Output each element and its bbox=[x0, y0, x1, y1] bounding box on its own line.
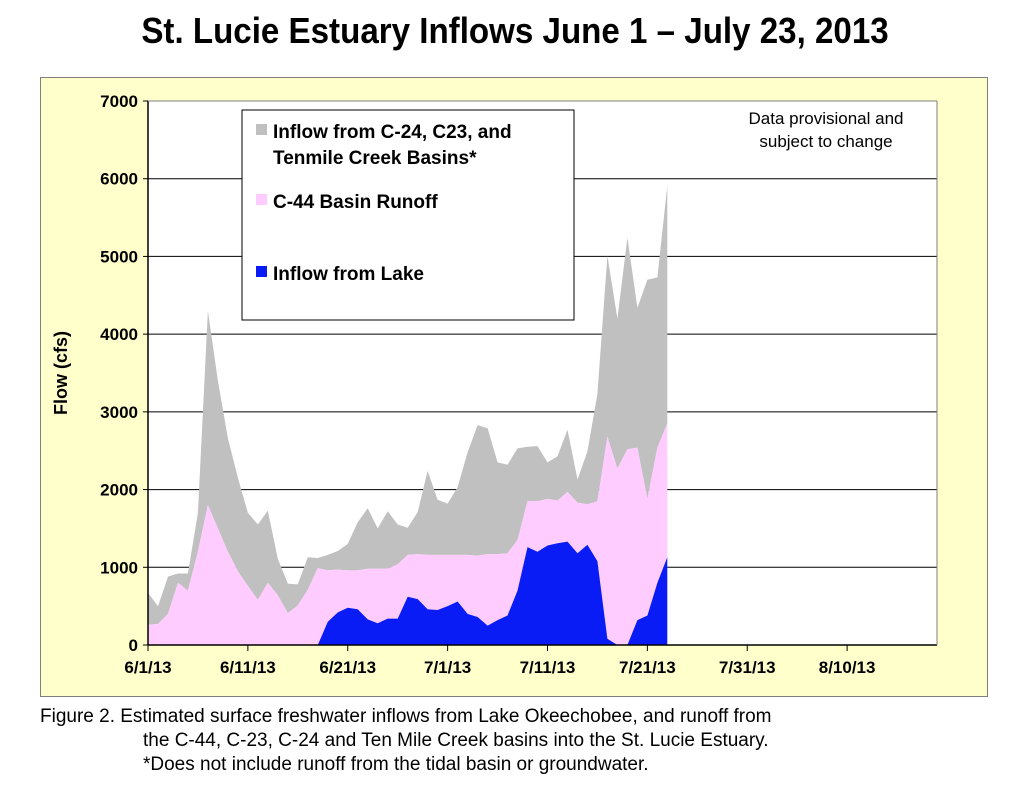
caption-line-2: the C-44, C-23, C-24 and Ten Mile Creek … bbox=[143, 730, 769, 751]
y-tick-label: 3000 bbox=[100, 403, 138, 422]
lake-area bbox=[148, 541, 668, 645]
c44-area bbox=[148, 423, 668, 645]
x-tick-label: 7/11/13 bbox=[520, 658, 576, 677]
y-tick-label: 7000 bbox=[100, 92, 138, 111]
x-tick-label: 6/21/13 bbox=[319, 658, 376, 677]
y-tick-label: 1000 bbox=[100, 558, 138, 577]
caption-line-3: *Does not include runoff from the tidal … bbox=[143, 754, 649, 775]
y-tick-label: 5000 bbox=[100, 247, 138, 266]
legend-basins-label: Inflow from C-24, C23, and bbox=[273, 122, 512, 143]
legend-basins-label: Tenmile Creek Basins* bbox=[273, 148, 477, 169]
annotation-text: subject to change bbox=[759, 132, 892, 151]
caption-line-1: Figure 2. Estimated surface freshwater i… bbox=[40, 706, 772, 727]
x-tick-label: 6/11/13 bbox=[220, 658, 276, 677]
x-tick-label: 7/1/13 bbox=[424, 658, 471, 677]
x-tick-label: 7/21/13 bbox=[619, 658, 676, 677]
annotation-text: Data provisional and bbox=[749, 109, 904, 128]
legend-lake-label: Inflow from Lake bbox=[273, 264, 424, 285]
y-tick-label: 6000 bbox=[100, 170, 138, 189]
legend-c44-swatch bbox=[256, 194, 267, 205]
legend-c44-label: C-44 Basin Runoff bbox=[273, 192, 438, 213]
legend-lake-swatch bbox=[256, 266, 267, 277]
x-tick-label: 8/10/13 bbox=[819, 658, 876, 677]
legend-basins-swatch bbox=[256, 124, 267, 135]
y-axis-label: Flow (cfs) bbox=[51, 331, 71, 415]
y-tick-label: 2000 bbox=[100, 481, 138, 500]
chart-title: St. Lucie Estuary Inflows June 1 – July … bbox=[141, 10, 889, 51]
y-tick-label: 0 bbox=[129, 636, 138, 655]
legend-box bbox=[241, 109, 575, 321]
x-tick-label: 6/1/13 bbox=[124, 658, 171, 677]
figure-caption: Figure 2. Estimated surface freshwater i… bbox=[40, 705, 1000, 777]
x-tick-label: 7/31/13 bbox=[719, 658, 776, 677]
y-tick-label: 4000 bbox=[100, 325, 138, 344]
basins-area bbox=[148, 185, 668, 625]
